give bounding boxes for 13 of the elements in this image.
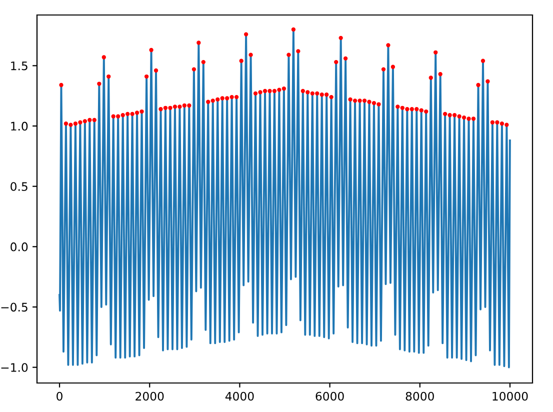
x-tick-label: 6000 <box>316 392 344 401</box>
x-tick-label: 8000 <box>406 392 434 401</box>
line-series <box>58 28 511 368</box>
y-tick-label: 1.5 <box>11 62 28 70</box>
y-tick-label: 0.5 <box>10 182 28 191</box>
y-tick-label: −1.0 <box>1 363 28 372</box>
x-tick-label: 4000 <box>225 392 254 401</box>
x-tick-label: 10000 <box>492 392 528 401</box>
x-tick-label: 2000 <box>136 392 164 401</box>
y-tick-label: 0.0 <box>10 242 28 252</box>
y-tick-label: 1.0 <box>11 122 28 131</box>
x-tick-label: 0 <box>56 392 62 401</box>
y-tick-label: −0.5 <box>1 302 28 312</box>
